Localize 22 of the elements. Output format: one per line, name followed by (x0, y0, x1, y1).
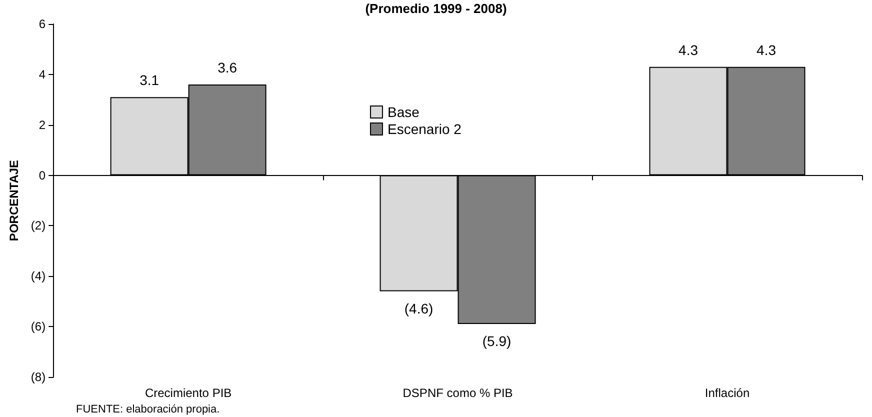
x-tick-label: Inflación (704, 386, 750, 400)
data-label: 4.3 (678, 42, 698, 58)
x-tick-label: Crecimiento PIB (144, 386, 232, 400)
chart-subtitle: (Promedio 1999 - 2008) (365, 1, 507, 16)
y-tick-label: 2 (38, 118, 46, 132)
y-tick-label: 6 (38, 17, 46, 31)
source-note: FUENTE: elaboración propia. (76, 404, 220, 416)
legend-label: Escenario 2 (388, 121, 462, 137)
legend-label: Base (388, 104, 420, 120)
data-label: (4.6) (404, 300, 434, 316)
data-label: (5.9) (482, 333, 512, 350)
y-axis-title: PORCENTAJE (7, 160, 21, 242)
data-label: 3.6 (218, 60, 238, 76)
x-tick-label: DSPNF como % PIB (402, 386, 513, 400)
y-tick-label: (6) (30, 320, 46, 334)
y-tick-label: (8) (30, 370, 46, 384)
y-tick-label: (2) (30, 218, 46, 233)
y-tick-label: (4) (30, 269, 46, 284)
data-label: 4.3 (756, 42, 776, 58)
y-tick-label: 4 (38, 67, 46, 82)
data-label: 3.1 (140, 72, 160, 88)
y-tick-label: 0 (38, 168, 46, 182)
